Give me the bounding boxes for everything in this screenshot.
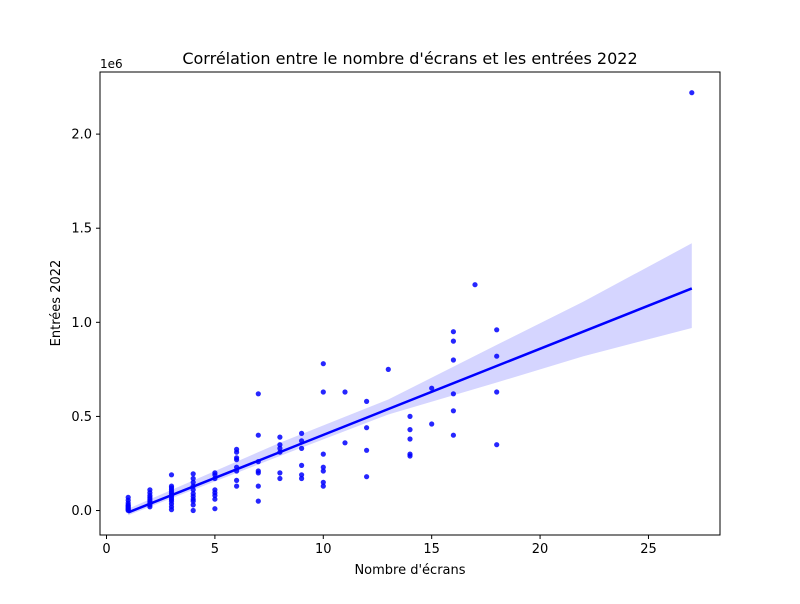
data-point xyxy=(364,398,370,404)
data-point xyxy=(234,483,240,489)
data-point xyxy=(689,90,695,96)
data-point xyxy=(494,442,500,448)
x-tick-label: 15 xyxy=(423,542,440,557)
data-point xyxy=(190,491,196,497)
data-point xyxy=(320,361,326,367)
data-point xyxy=(255,391,261,397)
data-point xyxy=(450,338,456,344)
data-point xyxy=(429,421,435,427)
data-point xyxy=(190,471,196,477)
y-tick-label: 1.0 xyxy=(71,316,92,331)
data-point xyxy=(364,447,370,453)
y-tick-label: 2.0 xyxy=(71,128,92,143)
data-point xyxy=(320,389,326,395)
y-offset-label: 1e6 xyxy=(100,57,123,71)
data-point xyxy=(429,385,435,391)
y-tick-label: 0.0 xyxy=(71,504,92,519)
data-point xyxy=(450,391,456,397)
data-point xyxy=(364,474,370,480)
x-tick-label: 5 xyxy=(211,542,219,557)
data-point xyxy=(407,413,413,419)
data-point xyxy=(320,483,326,489)
data-point xyxy=(342,389,348,395)
data-point xyxy=(320,468,326,474)
chart-title: Corrélation entre le nombre d'écrans et … xyxy=(182,49,637,68)
data-point xyxy=(234,455,240,461)
x-axis-label: Nombre d'écrans xyxy=(354,563,465,578)
data-point xyxy=(407,436,413,442)
regression-line xyxy=(127,287,693,514)
data-point xyxy=(234,446,240,452)
data-point xyxy=(168,472,175,478)
data-point xyxy=(342,440,348,446)
data-point xyxy=(190,507,196,514)
plot-frame xyxy=(99,71,721,536)
data-point xyxy=(255,483,261,489)
data-point xyxy=(385,366,391,372)
data-point xyxy=(190,479,196,485)
data-point xyxy=(320,464,326,470)
data-point xyxy=(299,445,305,451)
data-point xyxy=(494,327,500,333)
data-point xyxy=(277,434,283,440)
data-point xyxy=(255,468,261,474)
data-point xyxy=(494,353,500,359)
x-tick-label: 10 xyxy=(315,542,332,557)
data-point xyxy=(277,475,283,482)
data-point xyxy=(190,502,196,508)
data-point xyxy=(472,282,478,288)
data-point xyxy=(299,472,305,478)
data-point xyxy=(255,432,261,438)
data-point xyxy=(125,494,131,500)
data-point xyxy=(299,475,305,482)
data-point xyxy=(212,470,218,476)
data-point xyxy=(450,357,456,363)
data-point xyxy=(407,451,413,457)
confidence-band xyxy=(128,243,692,516)
y-axis-label: Entrées 2022 xyxy=(49,260,64,347)
y-tick-label: 0.5 xyxy=(71,410,92,425)
data-point xyxy=(494,389,500,395)
data-point xyxy=(212,506,218,512)
x-axis: 0 5 10 15 20 25 xyxy=(102,535,657,557)
data-point xyxy=(277,442,283,448)
x-tick-label: 25 xyxy=(640,542,657,557)
data-point xyxy=(320,451,326,457)
data-point xyxy=(190,475,196,482)
data-point xyxy=(212,496,218,502)
data-point xyxy=(320,479,326,485)
data-point xyxy=(147,487,153,493)
data-point xyxy=(407,427,413,433)
data-point xyxy=(299,430,305,436)
data-point xyxy=(277,445,283,451)
y-tick-label: 1.5 xyxy=(71,222,92,237)
data-point xyxy=(277,470,283,476)
data-point xyxy=(450,432,456,438)
plot-area xyxy=(125,90,695,516)
data-point xyxy=(450,329,456,335)
data-point xyxy=(168,483,175,489)
y-axis: 0.0 0.5 1.0 1.5 2.0 xyxy=(71,128,100,519)
data-point xyxy=(364,425,370,431)
x-tick-label: 20 xyxy=(532,542,549,557)
data-point xyxy=(255,498,261,504)
data-point xyxy=(212,487,218,493)
x-tick-label: 0 xyxy=(102,542,110,557)
data-point xyxy=(450,408,456,414)
data-point xyxy=(234,477,240,483)
data-point xyxy=(190,487,196,493)
data-point xyxy=(299,462,305,468)
